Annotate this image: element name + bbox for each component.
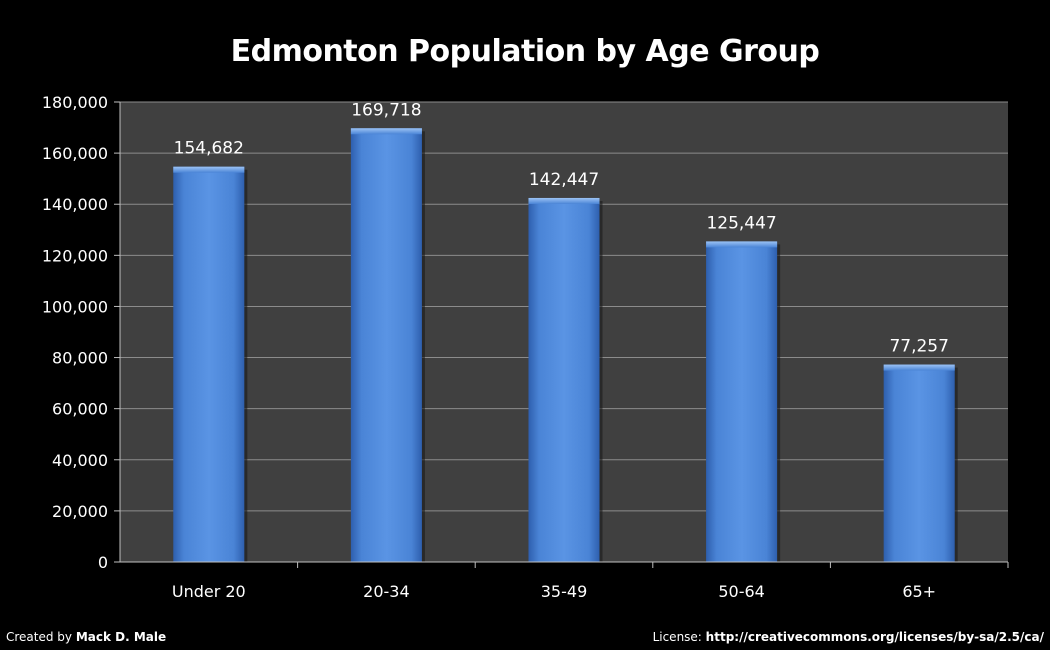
bar [528,197,600,562]
y-tick-label: 0 [98,553,108,572]
credit-name: Mack D. Male [75,630,167,644]
bar-cap [883,364,955,371]
bar [883,364,955,562]
y-tick-label: 160,000 [42,144,108,163]
x-tick-label: 50-64 [718,582,765,601]
bar-cap [706,241,778,248]
bar-cap [173,166,245,173]
y-tick-label: 140,000 [42,195,108,214]
y-tick-label: 40,000 [52,451,108,470]
data-label: 125,447 [706,213,776,233]
x-axis-ticks: Under 20 20-34 35-49 50-64 65+ [120,561,1009,601]
data-label: 142,447 [529,170,599,190]
x-tick-label: Under 20 [172,582,246,601]
chart-title: Edmonton Population by Age Group [230,34,820,69]
credit-prefix: Created by [6,630,76,644]
y-axis-ticks: 0 20,000 40,000 60,000 80,000 100,000 120,000 1… [42,93,121,572]
bar [350,128,422,562]
y-tick-label: 20,000 [52,502,108,521]
bar-cap [350,128,422,135]
x-tick-label: 35-49 [541,582,588,601]
y-tick-label: 100,000 [42,297,108,316]
bar-cap [528,197,600,204]
y-tick-label: 60,000 [52,400,108,419]
bar [173,166,245,563]
credit-line: Created by Mack D. Male [6,630,166,644]
license-url[interactable]: http://creativecommons.org/licenses/by-s… [705,630,1044,644]
data-label: 154,682 [174,139,244,159]
y-tick-label: 180,000 [42,93,108,112]
y-tick-label: 80,000 [52,349,108,368]
license-prefix: License: [652,630,706,644]
data-label: 169,718 [351,100,421,120]
license-line: License: http://creativecommons.org/lice… [653,630,1044,644]
data-label: 77,257 [889,337,948,357]
bar [706,241,778,563]
x-tick-label: 20-34 [363,582,410,601]
x-tick-label: 65+ [902,582,936,601]
y-tick-label: 120,000 [42,246,108,265]
bars: 154,682 169,718 142,447 125,447 77,257 [173,100,958,563]
